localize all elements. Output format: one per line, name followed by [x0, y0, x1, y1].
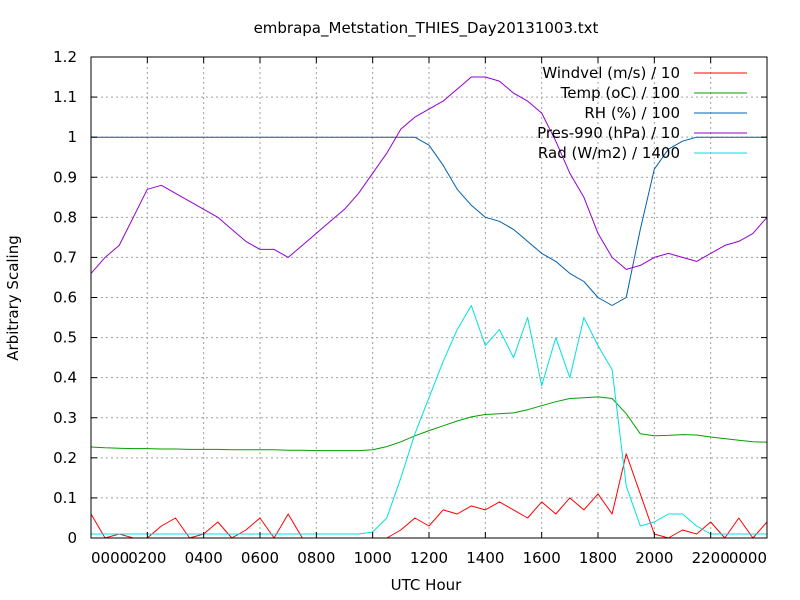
series-line: [91, 136, 767, 306]
x-tick-label: 2200: [692, 549, 730, 567]
x-tick-label: 2000: [635, 549, 673, 567]
y-tick-label: 1.2: [53, 48, 77, 66]
x-tick-label: 0400: [185, 549, 223, 567]
legend: Windvel (m/s) / 10 Temp (oC) / 100 RH (%) …: [537, 64, 747, 162]
x-tick-label: 0000: [729, 549, 767, 567]
legend-label: Windvel (m/s) / 10: [542, 64, 680, 82]
x-tick-label: 1600: [523, 549, 561, 567]
x-tick-label: 0800: [297, 549, 335, 567]
y-axis-label: Arbitrary Scaling: [4, 235, 22, 361]
y-tick-label: 1.1: [53, 88, 77, 106]
x-tick-label: 0200: [128, 549, 166, 567]
legend-label: Temp (oC) / 100: [560, 84, 680, 102]
y-tick-label: 0.2: [53, 449, 77, 467]
y-tick-label: 0.7: [53, 248, 77, 266]
y-tick-label: 0.3: [53, 409, 77, 427]
series-line: [90, 76, 768, 274]
series-line: [90, 396, 768, 452]
y-tick-label: 0.6: [53, 289, 77, 307]
y-tick-label: 0: [67, 529, 77, 547]
y-tick-label: 0.4: [53, 369, 77, 387]
chart-title: embrapa_Metstation_THIES_Day20131003.txt: [254, 19, 599, 38]
y-tick-label: 0.8: [53, 208, 77, 226]
legend-label: RH (%) / 100: [584, 104, 680, 122]
x-axis-label: UTC Hour: [391, 576, 462, 594]
series-line: [91, 305, 767, 535]
y-tick-label: 0.1: [53, 489, 77, 507]
legend-label: Rad (W/m2) / 1400: [538, 144, 680, 162]
y-tick-label: 1: [67, 128, 77, 146]
x-tick-label: 0000: [91, 549, 129, 567]
legend-label: Pres-990 (hPa) / 10: [537, 124, 680, 142]
y-tick-label: 0.5: [53, 329, 77, 347]
x-tick-label: 0600: [241, 549, 279, 567]
series-line: [90, 453, 768, 539]
x-tick-label: 1800: [579, 549, 617, 567]
x-tick-label: 1000: [354, 549, 392, 567]
x-tick-label: 1200: [410, 549, 448, 567]
x-tick-label: 1400: [466, 549, 504, 567]
y-tick-label: 0.9: [53, 168, 77, 186]
